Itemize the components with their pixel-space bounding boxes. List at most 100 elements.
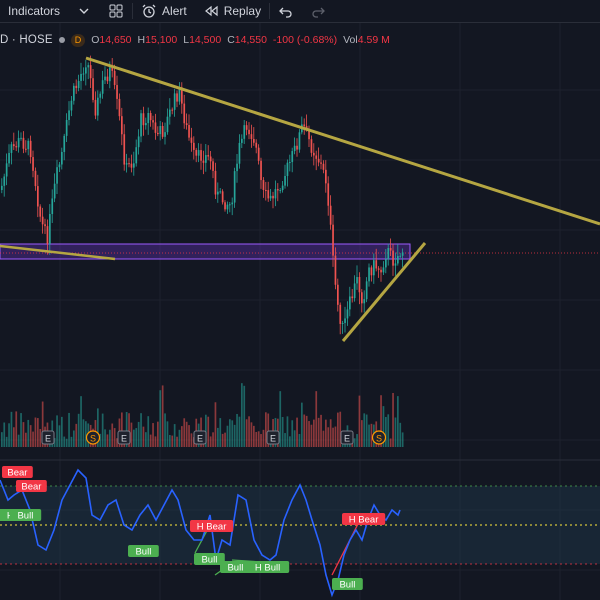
earnings-marker[interactable]	[117, 430, 131, 445]
candle-body	[260, 160, 262, 181]
earnings-marker[interactable]	[193, 430, 207, 445]
volume-bar	[145, 432, 147, 447]
candle-body	[243, 125, 246, 139]
candle-body	[73, 85, 75, 101]
volume-bar	[65, 438, 68, 447]
volume-bar	[212, 432, 214, 447]
candle-body	[238, 142, 241, 164]
divergence-label-text: Bull	[201, 555, 217, 566]
candle-body	[77, 80, 80, 89]
volume-bar	[255, 431, 258, 447]
candle-body	[262, 180, 265, 190]
support-zone[interactable]	[0, 243, 411, 260]
replay-button[interactable]: Replay	[195, 0, 269, 22]
earnings-marker[interactable]	[41, 430, 55, 445]
candle-body	[118, 98, 121, 117]
earnings-marker[interactable]	[340, 430, 354, 445]
candle-body	[363, 299, 366, 304]
indicators-dropdown[interactable]	[68, 0, 100, 22]
bull-label	[194, 553, 225, 565]
volume-bar	[3, 422, 6, 447]
dividend-marker[interactable]	[85, 430, 101, 445]
volume-bar	[248, 416, 250, 447]
volume-bar	[310, 424, 313, 447]
candle-body	[375, 260, 378, 269]
candle-body	[190, 137, 193, 143]
candle-body	[284, 175, 286, 186]
alert-label: Alert	[162, 4, 187, 18]
volume-bar	[356, 434, 358, 447]
candle-body	[140, 113, 142, 137]
divergence-label-text: Bull	[17, 511, 33, 522]
volume-bar	[308, 421, 310, 447]
volume-bar	[176, 436, 178, 447]
candle-body	[281, 185, 284, 191]
candle-body	[224, 202, 226, 210]
replay-label: Replay	[223, 4, 262, 18]
volume-bar	[317, 417, 320, 447]
candle-body	[8, 152, 10, 164]
volume-bar	[99, 433, 102, 447]
candle-body	[142, 113, 145, 126]
volume-bar	[394, 417, 397, 447]
earnings-marker[interactable]	[266, 430, 280, 445]
volume-bar	[325, 419, 327, 447]
volume-bar	[298, 433, 301, 447]
volume-bar	[221, 433, 224, 447]
open-value: 14,650	[99, 34, 132, 46]
undo-button[interactable]	[270, 0, 302, 22]
volume-bar	[183, 418, 186, 447]
candle-body	[44, 224, 46, 227]
support-trendline[interactable]	[0, 244, 116, 261]
indicators-button[interactable]: Indicators	[0, 0, 68, 22]
alert-button[interactable]: Alert	[133, 0, 195, 22]
templates-button[interactable]	[100, 0, 132, 22]
replay-icon	[203, 3, 219, 19]
volume-bar	[329, 419, 332, 447]
volume-bar	[142, 426, 145, 447]
interval-badge[interactable]: D	[70, 33, 86, 47]
bull-label	[220, 561, 251, 573]
ascending-trendline[interactable]	[341, 242, 427, 342]
volume-bar	[305, 415, 308, 447]
candle-body	[92, 78, 94, 100]
symbol-name[interactable]: D · HOSE	[0, 34, 53, 46]
indicators-label: Indicators	[8, 4, 61, 18]
candle-body	[361, 292, 363, 304]
volume-bar	[13, 427, 15, 447]
candle-body	[277, 189, 279, 191]
candle-body	[351, 296, 354, 299]
candle-body	[380, 269, 382, 273]
volume-bar	[279, 391, 282, 447]
candle-body	[334, 255, 337, 285]
candle-body	[17, 137, 20, 148]
volume-bar	[166, 421, 169, 447]
candle-body	[49, 214, 51, 244]
candle-body	[56, 167, 58, 184]
candle-body	[356, 277, 358, 284]
candle-body	[3, 176, 6, 186]
redo-button[interactable]	[302, 0, 334, 22]
candle-body	[176, 93, 178, 102]
event-label: E	[197, 434, 203, 444]
candle-body	[387, 248, 390, 260]
volume-bar	[289, 436, 291, 447]
candle-body	[58, 164, 61, 168]
close-value: 14,550	[234, 34, 267, 46]
volume-bar	[80, 396, 82, 447]
divergence-label-text: Bull	[135, 547, 151, 558]
candle-body	[157, 132, 159, 135]
divergence-label-text: Bear	[7, 468, 27, 479]
candle-body	[82, 73, 85, 75]
volume-bar	[56, 415, 58, 447]
volume-bar	[82, 419, 85, 447]
change-value: -100 (-0.68%)	[272, 34, 338, 46]
candle-body	[279, 190, 282, 192]
descending-trendline[interactable]	[85, 56, 600, 226]
dividend-marker[interactable]	[371, 430, 387, 445]
volume-bar	[219, 418, 222, 447]
candle-body	[382, 267, 385, 273]
volume-bar	[301, 402, 303, 447]
